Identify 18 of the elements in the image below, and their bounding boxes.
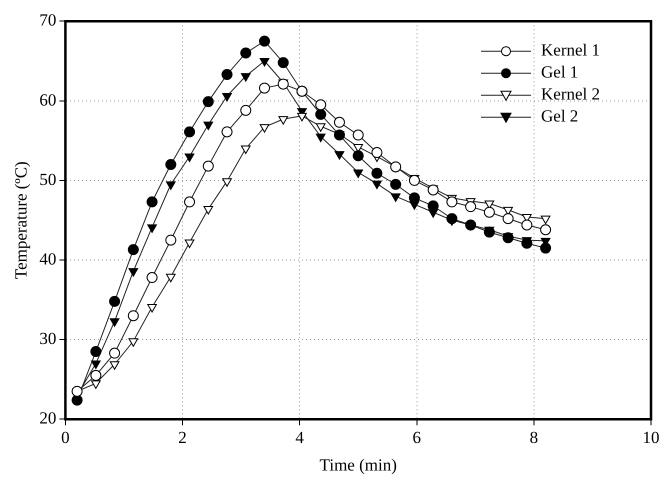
x-tick-label: 10 (642, 428, 660, 447)
y-tick-label: 20 (39, 408, 56, 428)
y-tick-label: 70 (39, 10, 56, 30)
x-tick-label: 0 (61, 428, 70, 447)
x-tick-label: 6 (412, 428, 422, 447)
y-tick-label: 60 (39, 90, 56, 110)
legend-label: Kernel 2 (541, 84, 600, 104)
y-axis-title: Temperature (ºC) (12, 161, 31, 280)
x-tick-label: 4 (295, 428, 304, 447)
y-tick-label: 30 (39, 329, 56, 348)
x-tick-label: 2 (178, 428, 187, 447)
y-tick-label: 50 (39, 170, 56, 189)
y-tick-label: 40 (39, 249, 56, 268)
legend-label: Kernel 1 (541, 40, 600, 60)
x-tick-label: 8 (530, 428, 538, 447)
x-axis-title: Time (min) (320, 455, 397, 474)
legend-label: Gel 2 (541, 106, 578, 126)
legend-label: Gel 1 (541, 62, 578, 82)
